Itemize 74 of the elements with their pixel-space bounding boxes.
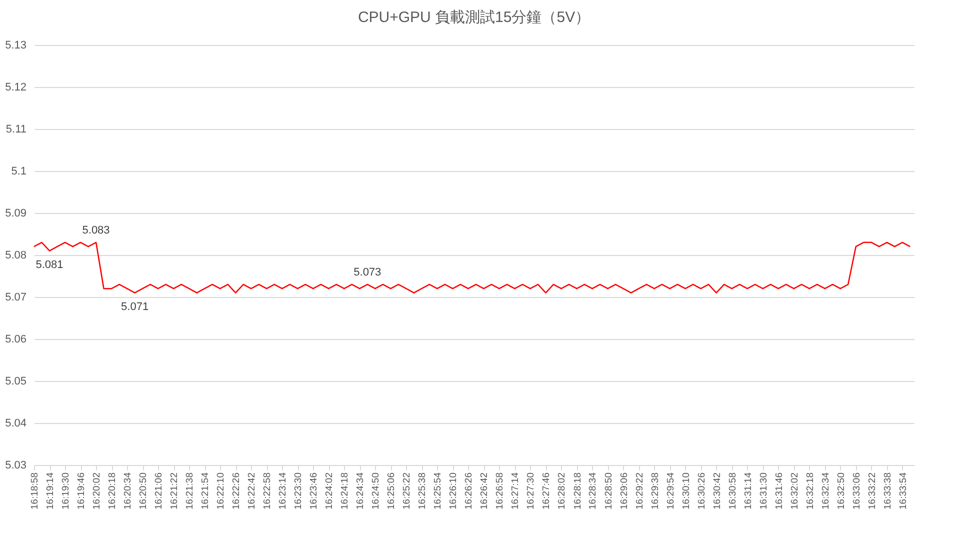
x-tick-label: 16:33:54: [898, 472, 909, 510]
x-tick-label: 16:28:02: [556, 472, 568, 510]
x-tick-label: 16:27:30: [526, 472, 537, 510]
x-tick-label: 16:27:14: [510, 472, 522, 510]
x-tick-label: 16:31:14: [742, 472, 754, 510]
y-tick-label: 5.08: [5, 250, 26, 262]
x-tick-label: 16:29:54: [665, 472, 676, 510]
y-tick-label: 5.03: [5, 460, 26, 472]
x-tick-label: 16:19:30: [60, 472, 72, 510]
annotation: 5.071: [121, 300, 149, 313]
y-tick-label: 5.1: [11, 166, 26, 178]
annotation: 5.081: [36, 258, 64, 271]
x-tick-label: 16:18:58: [30, 472, 40, 510]
x-tick-label: 16:30:58: [727, 472, 738, 510]
x-tick-label: 16:21:22: [169, 472, 180, 510]
x-tick-label: 16:21:38: [184, 472, 196, 510]
y-tick-label: 5.05: [5, 376, 26, 388]
x-tick-label: 16:30:10: [680, 472, 692, 510]
x-tick-label: 16:19:46: [76, 472, 88, 510]
y-tick-label: 5.07: [5, 292, 26, 304]
y-tick-label: 5.06: [5, 334, 26, 346]
x-tick-label: 16:24:34: [355, 472, 366, 510]
x-tick-label: 16:20:34: [122, 472, 134, 510]
x-tick-label: 16:24:50: [370, 472, 382, 510]
x-tick-label: 16:23:46: [308, 472, 320, 510]
x-tick-label: 16:26:10: [448, 472, 460, 510]
x-tick-label: 16:29:38: [650, 472, 661, 510]
x-tick-label: 16:25:54: [432, 472, 444, 510]
x-tick-label: 16:28:34: [588, 472, 599, 510]
y-tick-label: 5.09: [5, 208, 26, 220]
x-tick-label: 16:22:42: [246, 472, 258, 510]
x-tick-label: 16:28:18: [572, 472, 584, 510]
x-tick-label: 16:22:10: [216, 472, 227, 510]
y-tick-label: 5.13: [5, 40, 26, 52]
x-tick-label: 16:23:30: [293, 472, 304, 510]
x-tick-label: 16:29:06: [618, 472, 630, 510]
annotation: 5.073: [354, 266, 382, 278]
annotation: 5.083: [82, 224, 110, 236]
x-tick-label: 16:19:14: [45, 472, 56, 510]
x-tick-label: 16:26:26: [464, 472, 475, 510]
y-tick-label: 5.11: [6, 124, 26, 136]
x-tick-label: 16:30:42: [712, 472, 723, 510]
x-tick-label: 16:25:06: [386, 472, 398, 510]
x-tick-label: 16:26:42: [479, 472, 490, 510]
x-tick-label: 16:23:14: [278, 472, 289, 510]
x-tick-label: 16:28:50: [603, 472, 614, 510]
x-tick-label: 16:25:22: [402, 472, 413, 510]
x-tick-label: 16:21:54: [200, 472, 212, 510]
x-tick-label: 16:24:18: [340, 472, 351, 510]
x-tick-label: 16:27:46: [541, 472, 552, 510]
x-tick-label: 16:20:02: [92, 472, 103, 510]
y-tick-label: 5.12: [5, 82, 26, 94]
chart-title: CPU+GPU 負載測試15分鐘（5V）: [358, 9, 590, 26]
x-tick-label: 16:33:38: [882, 472, 894, 510]
x-tick-label: 16:26:58: [494, 472, 506, 510]
x-tick-label: 16:20:18: [107, 472, 118, 510]
x-tick-label: 16:29:22: [634, 472, 646, 510]
x-tick-label: 16:30:26: [696, 472, 708, 510]
x-tick-label: 16:24:02: [324, 472, 336, 510]
x-tick-label: 16:21:06: [154, 472, 165, 510]
x-tick-label: 16:32:34: [820, 472, 832, 510]
x-tick-label: 16:20:50: [138, 472, 150, 510]
x-tick-label: 16:32:18: [804, 472, 816, 510]
x-tick-label: 16:31:30: [758, 472, 770, 510]
x-tick-label: 16:33:22: [866, 472, 878, 510]
x-tick-label: 16:31:46: [774, 472, 785, 510]
x-tick-label: 16:22:26: [231, 472, 242, 510]
x-tick-label: 16:32:50: [836, 472, 847, 510]
line-series: [33, 242, 911, 294]
y-tick-label: 5.04: [5, 418, 26, 430]
x-tick-label: 16:25:38: [417, 472, 428, 510]
x-tick-label: 16:32:02: [789, 472, 800, 510]
x-tick-label: 16:33:06: [851, 472, 862, 510]
x-tick-label: 16:22:58: [262, 472, 274, 510]
